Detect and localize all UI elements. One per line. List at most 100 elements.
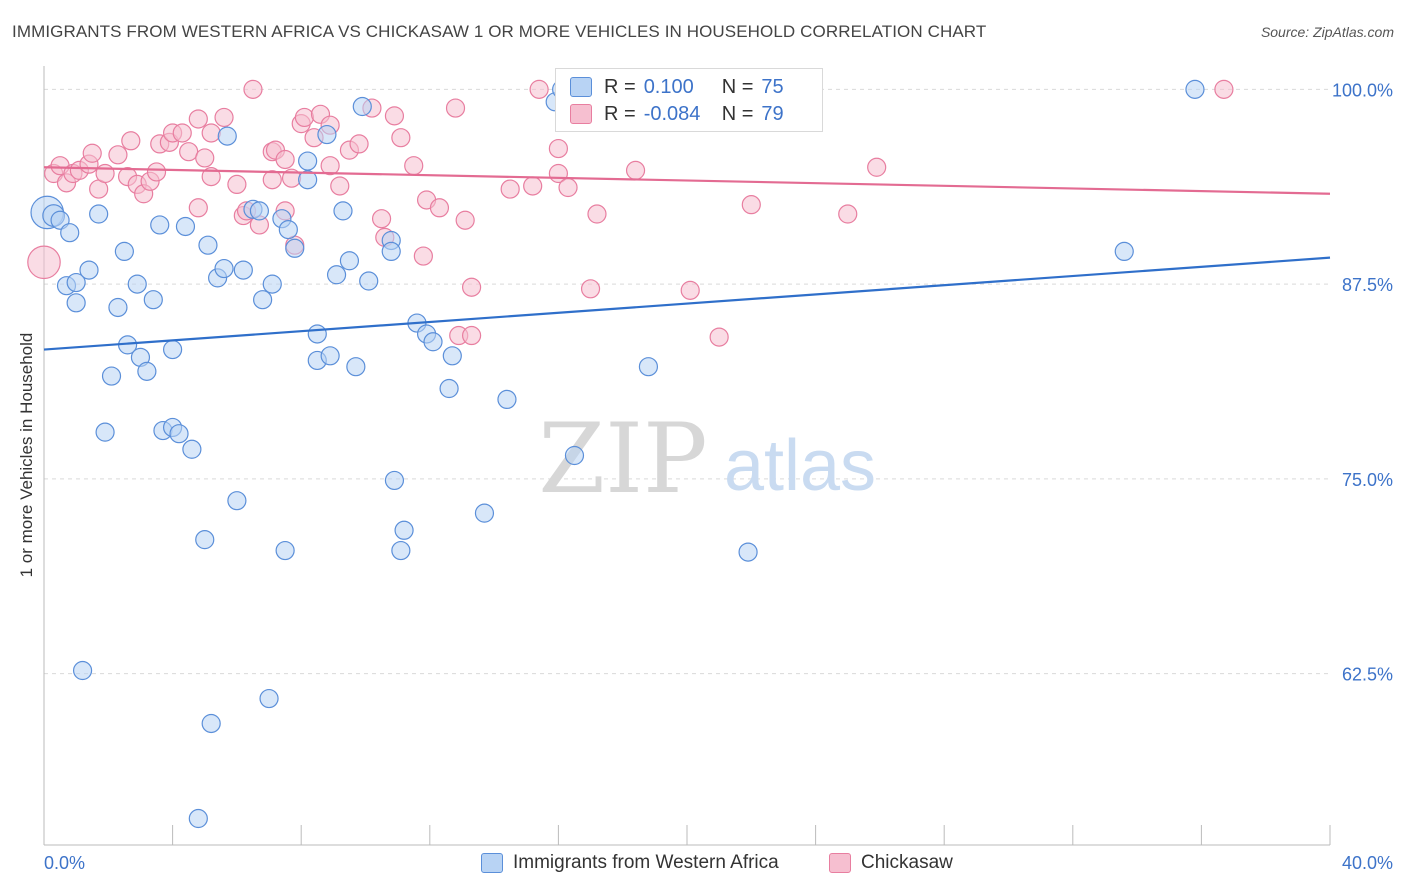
data-point-western-africa bbox=[298, 151, 318, 171]
data-point-western-africa bbox=[233, 260, 253, 280]
data-point-western-africa bbox=[169, 424, 189, 444]
trend-lines bbox=[43, 166, 1331, 351]
data-point-chickasaw bbox=[214, 107, 234, 128]
data-point-western-africa bbox=[320, 346, 340, 366]
data-point-western-africa bbox=[381, 241, 401, 262]
data-point-western-africa bbox=[1185, 79, 1205, 99]
data-point-chickasaw bbox=[188, 109, 208, 129]
data-point-western-africa bbox=[253, 290, 273, 310]
legend-r-label: R = bbox=[604, 75, 636, 98]
data-point-western-africa bbox=[346, 357, 366, 377]
data-point-chickasaw bbox=[384, 106, 405, 126]
legend-n-label: N = bbox=[721, 75, 754, 98]
data-point-western-africa bbox=[738, 542, 758, 562]
y-tick-label: 75.0% bbox=[1342, 470, 1393, 490]
data-point-chickasaw bbox=[108, 145, 128, 165]
data-point-chickasaw bbox=[461, 277, 482, 297]
data-point-western-africa bbox=[137, 361, 157, 381]
trend-line-western-africa bbox=[43, 256, 1331, 351]
data-point-chickasaw bbox=[529, 79, 549, 99]
data-point-western-africa bbox=[275, 540, 295, 561]
data-point-chickasaw bbox=[680, 280, 700, 300]
data-point-western-africa bbox=[262, 274, 282, 294]
data-point-chickasaw bbox=[413, 246, 433, 266]
tick-labels: 62.5% 75.0% 87.5% 100.0% 0.0% 40.0% bbox=[44, 80, 1393, 873]
data-point-chickasaw bbox=[201, 123, 221, 143]
watermark-zip: ZIP bbox=[538, 403, 707, 515]
data-point-chickasaw bbox=[95, 163, 115, 184]
legend-n-value: 79 bbox=[761, 102, 784, 125]
data-point-chickasaw bbox=[500, 179, 520, 199]
data-point-chickasaw bbox=[172, 123, 192, 143]
bottom-legend-blue: Immigrants from Western Africa bbox=[481, 852, 779, 874]
data-point-chickasaw bbox=[371, 209, 392, 229]
data-point-western-africa bbox=[326, 265, 347, 285]
data-point-chickasaw bbox=[558, 177, 578, 198]
legend-row-pink: R = -0.084 N = 79 bbox=[570, 101, 784, 127]
data-point-western-africa bbox=[278, 219, 298, 240]
data-point-chickasaw bbox=[391, 128, 411, 148]
data-point-western-africa bbox=[564, 445, 585, 466]
data-point-chickasaw bbox=[445, 98, 466, 118]
data-point-western-africa bbox=[79, 260, 99, 280]
data-point-western-africa bbox=[95, 422, 115, 442]
bottom-legend-swatch-pink bbox=[829, 853, 851, 873]
data-point-chickasaw bbox=[262, 170, 282, 190]
data-point-chickasaw bbox=[330, 176, 350, 196]
data-point-western-africa bbox=[163, 339, 183, 360]
data-point-chickasaw bbox=[741, 195, 761, 215]
data-point-western-africa bbox=[333, 201, 353, 221]
legend-n-value: 75 bbox=[761, 75, 784, 98]
data-point-western-africa bbox=[108, 297, 128, 318]
data-point-western-africa bbox=[114, 241, 134, 262]
data-point-chickasaw bbox=[320, 156, 340, 176]
data-point-chickasaw bbox=[429, 198, 450, 218]
correlation-legend: R = 0.100 N = 75 R = -0.084 N = 79 bbox=[555, 68, 823, 132]
legend-swatch-pink bbox=[570, 104, 592, 124]
data-point-chickasaw bbox=[461, 325, 482, 346]
data-point-western-africa bbox=[72, 660, 93, 681]
data-point-chickasaw bbox=[201, 167, 221, 187]
data-point-chickasaw bbox=[227, 174, 247, 195]
data-point-western-africa bbox=[249, 201, 270, 221]
data-point-western-africa bbox=[285, 238, 305, 258]
data-point-chickasaw bbox=[27, 245, 61, 280]
data-point-chickasaw bbox=[580, 279, 601, 299]
data-point-western-africa bbox=[298, 170, 318, 190]
data-point-western-africa bbox=[638, 357, 659, 377]
data-point-chickasaw bbox=[179, 142, 199, 162]
data-point-western-africa bbox=[227, 491, 247, 511]
data-point-western-africa bbox=[66, 293, 86, 313]
data-point-western-africa bbox=[217, 126, 237, 146]
data-point-western-africa bbox=[188, 808, 208, 829]
data-point-chickasaw bbox=[404, 156, 424, 176]
data-point-western-africa bbox=[60, 223, 80, 243]
y-tick-label: 62.5% bbox=[1342, 665, 1393, 685]
bottom-legend-label-pink: Chickasaw bbox=[861, 852, 953, 873]
legend-row-blue: R = 0.100 N = 75 bbox=[570, 74, 784, 100]
data-point-western-africa bbox=[259, 688, 279, 709]
data-point-western-africa bbox=[391, 540, 411, 561]
data-point-western-africa bbox=[150, 215, 170, 235]
data-point-chickasaw bbox=[523, 176, 543, 196]
data-point-western-africa bbox=[89, 204, 109, 224]
data-point-chickasaw bbox=[82, 143, 102, 163]
data-point-chickasaw bbox=[294, 107, 315, 128]
data-point-western-africa bbox=[442, 346, 462, 366]
data-point-chickasaw bbox=[243, 79, 263, 99]
bottom-legend-label-blue: Immigrants from Western Africa bbox=[513, 852, 779, 873]
y-tick-label: 100.0% bbox=[1332, 80, 1393, 100]
trend-line-chickasaw bbox=[43, 166, 1331, 195]
data-point-western-africa bbox=[198, 235, 218, 255]
data-point-chickasaw bbox=[195, 148, 215, 168]
data-point-western-africa bbox=[439, 378, 459, 399]
data-point-western-africa bbox=[474, 503, 495, 523]
data-point-chickasaw bbox=[349, 134, 369, 154]
data-point-western-africa bbox=[195, 530, 215, 550]
data-point-chickasaw bbox=[867, 157, 887, 177]
data-point-western-africa bbox=[175, 216, 196, 237]
data-point-western-africa bbox=[307, 324, 327, 344]
data-point-chickasaw bbox=[121, 131, 141, 151]
axes bbox=[43, 66, 1331, 846]
